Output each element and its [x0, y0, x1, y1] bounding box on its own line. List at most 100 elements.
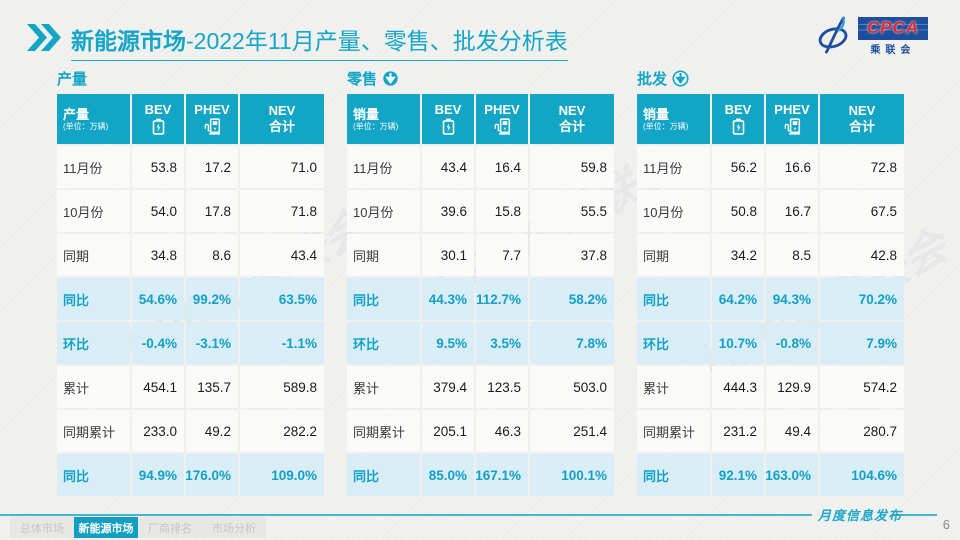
footer-tab-item[interactable]: 市场分析	[212, 522, 256, 535]
footer-tab-active[interactable]: 新能源市场	[74, 517, 138, 538]
row-value: 167.1%	[475, 454, 528, 496]
row-label: 10月份	[57, 190, 130, 232]
row-value: 503.0	[530, 366, 614, 408]
row-value: 123.5	[476, 366, 528, 408]
footer-ribbon-label: 月度信息发布	[818, 509, 903, 524]
footer-rule-right	[893, 514, 937, 516]
row-value: 3.5%	[476, 322, 528, 364]
footer-tabbar: 总体市场 新能源市场 厂商排名 市场分析	[10, 517, 266, 538]
row-value: 94.3%	[766, 278, 818, 320]
row-value: 9.5%	[422, 322, 474, 364]
row-value: 109.0%	[240, 454, 324, 496]
row-value: 444.3	[712, 366, 764, 408]
row-value: 251.4	[530, 410, 614, 452]
col-header-bev: BEV	[712, 94, 764, 144]
footer-tab-item[interactable]: 总体市场	[20, 522, 64, 535]
row-value: 8.6	[186, 234, 238, 276]
row-value: 72.8	[820, 146, 904, 188]
data-table-block: 产量 产量 (单位：万辆) BEV PHEV	[57, 68, 324, 496]
row-value: 16.6	[766, 146, 818, 188]
corner-label: 销量	[643, 106, 670, 122]
row-value: 135.7	[186, 366, 238, 408]
row-value: 44.3%	[422, 278, 474, 320]
corner-label: 产量	[63, 106, 90, 122]
row-label: 同比	[637, 278, 710, 320]
row-value: 49.2	[186, 410, 238, 452]
row-label: 同期累计	[637, 410, 710, 452]
section-title: 零售	[347, 70, 378, 88]
footer-rule-left	[0, 514, 812, 516]
data-table: 销量 (单位：万辆) BEV PHEV	[347, 94, 614, 496]
row-label: 10月份	[637, 190, 710, 232]
cpca-logo-text: CPCA	[857, 16, 928, 40]
section-title: 产量	[57, 70, 88, 88]
corner-unit: (单位：万辆)	[63, 121, 109, 131]
row-value: 55.5	[530, 190, 614, 232]
section-title: 批发	[637, 70, 668, 88]
corner-header-cell: 销量 (单位：万辆)	[347, 94, 420, 144]
row-value: 94.9%	[132, 454, 184, 496]
row-value: 46.3	[476, 410, 528, 452]
cpca-logo-cn-text: 乘联会	[870, 44, 916, 56]
row-value: 129.9	[766, 366, 818, 408]
row-value: 59.8	[530, 146, 614, 188]
row-value: 37.8	[530, 234, 614, 276]
charging-station-icon	[204, 118, 220, 135]
row-value: 112.7%	[476, 278, 528, 320]
footer-tab-item[interactable]: 厂商排名	[148, 522, 192, 535]
corner-unit: (单位：万辆)	[643, 121, 689, 131]
row-value: 34.8	[132, 234, 184, 276]
row-label: 累计	[347, 366, 420, 408]
row-value: 282.2	[240, 410, 324, 452]
row-value: 17.8	[186, 190, 238, 232]
page-title-bold: 新能源市场	[71, 28, 186, 54]
row-value: 16.4	[476, 146, 528, 188]
row-value: 53.8	[132, 146, 184, 188]
row-label: 同比	[347, 454, 420, 496]
row-value: 56.2	[712, 146, 764, 188]
row-value: -0.8%	[766, 322, 818, 364]
row-label: 11月份	[347, 146, 420, 188]
row-label: 同比	[347, 278, 420, 320]
row-value: 176.0%	[185, 454, 238, 496]
charging-station-icon	[784, 118, 800, 135]
row-value: 15.8	[476, 190, 528, 232]
row-value: 30.1	[422, 234, 474, 276]
row-label: 同期	[57, 234, 130, 276]
section-header: 零售	[347, 68, 614, 88]
row-label: 同比	[57, 454, 130, 496]
corner-unit: (单位：万辆)	[353, 121, 399, 131]
row-value: 99.2%	[186, 278, 238, 320]
corner-label: 销量	[353, 106, 380, 122]
data-table-block: 批发 销量 (单位：万辆) BEV PHEV	[637, 68, 904, 496]
double-chevron-icon	[27, 24, 61, 51]
row-value: 100.1%	[530, 454, 614, 496]
row-label: 同期累计	[347, 410, 420, 452]
row-label: 同比	[57, 278, 130, 320]
data-table-block: 零售 销量 (单位：万辆) BEV PHEV	[347, 68, 614, 496]
circle-down-arrow-icon	[672, 69, 689, 87]
row-value: 7.9%	[820, 322, 904, 364]
row-value: 71.8	[240, 190, 324, 232]
row-value: 205.1	[422, 410, 474, 452]
row-value: 233.0	[132, 410, 184, 452]
row-value: 63.5%	[240, 278, 324, 320]
row-value: 43.4	[422, 146, 474, 188]
corner-header-cell: 销量 (单位：万辆)	[637, 94, 710, 144]
row-value: 34.2	[712, 234, 764, 276]
row-value: 280.7	[820, 410, 904, 452]
row-value: 574.2	[820, 366, 904, 408]
row-label: 11月份	[57, 146, 130, 188]
row-value: 54.6%	[132, 278, 184, 320]
row-value: -1.1%	[240, 322, 324, 364]
row-value: 104.6%	[820, 454, 904, 496]
row-value: 10.7%	[712, 322, 764, 364]
col-header-nev: NEV 合计	[240, 94, 324, 144]
row-value: 70.2%	[820, 278, 904, 320]
col-header-nev: NEV 合计	[820, 94, 904, 144]
col-header-phev: PHEV	[476, 94, 528, 144]
page-number: 6	[942, 517, 950, 532]
row-value: -3.1%	[186, 322, 238, 364]
row-value: 67.5	[820, 190, 904, 232]
row-value: 231.2	[712, 410, 764, 452]
